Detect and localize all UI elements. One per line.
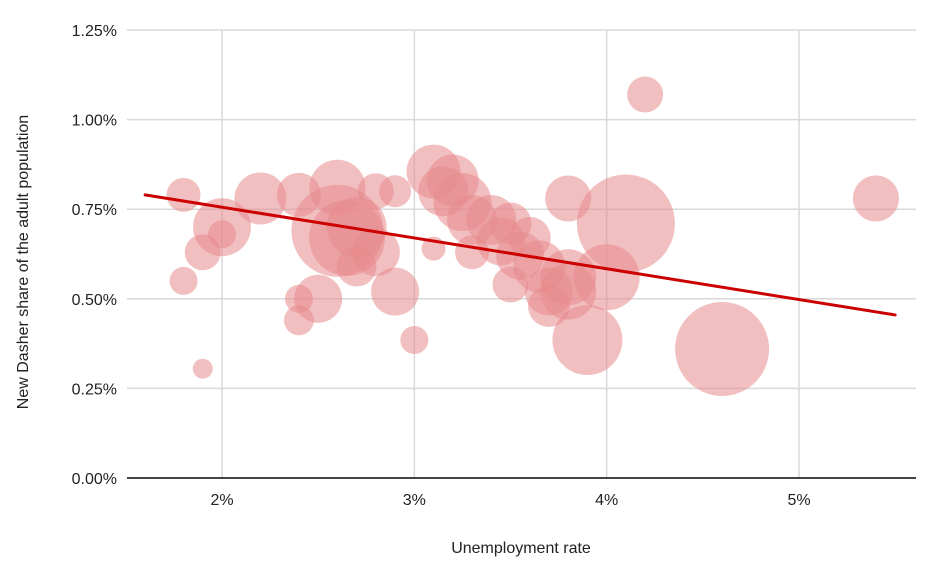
y-axis-title: New Dasher share of the adult population [15, 115, 32, 409]
data-bubble[interactable] [294, 274, 343, 323]
x-axis-title: Unemployment rate [451, 540, 591, 557]
x-tick-label: 3% [403, 492, 426, 509]
y-tick-label: 0.00% [72, 471, 117, 488]
bubble-series [166, 76, 899, 396]
data-bubble[interactable] [371, 267, 420, 316]
axes: 0.00% 0.25% 0.50% 0.75% 1.00% 1.25% 2% 3% 4% 5% [72, 23, 916, 509]
data-bubble[interactable] [166, 177, 201, 212]
x-tick-label: 5% [787, 492, 810, 509]
data-bubble[interactable] [576, 174, 675, 273]
y-tick-label: 0.75% [72, 202, 117, 219]
y-tick-label: 1.00% [72, 113, 117, 130]
data-bubble[interactable] [852, 175, 899, 222]
y-tick-label: 1.25% [72, 23, 117, 40]
trendline-path [143, 193, 897, 317]
x-tick-label: 2% [210, 492, 233, 509]
x-tick-label: 4% [595, 492, 618, 509]
y-tick-label: 0.50% [72, 292, 117, 309]
data-bubble[interactable] [208, 220, 236, 249]
data-bubble[interactable] [169, 266, 198, 295]
data-bubble[interactable] [400, 326, 429, 355]
data-bubble[interactable] [192, 358, 213, 379]
trendline [143, 193, 897, 317]
data-bubble[interactable] [379, 175, 412, 208]
data-bubble[interactable] [351, 228, 400, 277]
y-tick-label: 0.25% [72, 381, 117, 398]
data-bubble[interactable] [675, 301, 770, 396]
data-bubble[interactable] [552, 305, 623, 376]
data-bubble[interactable] [627, 76, 664, 113]
